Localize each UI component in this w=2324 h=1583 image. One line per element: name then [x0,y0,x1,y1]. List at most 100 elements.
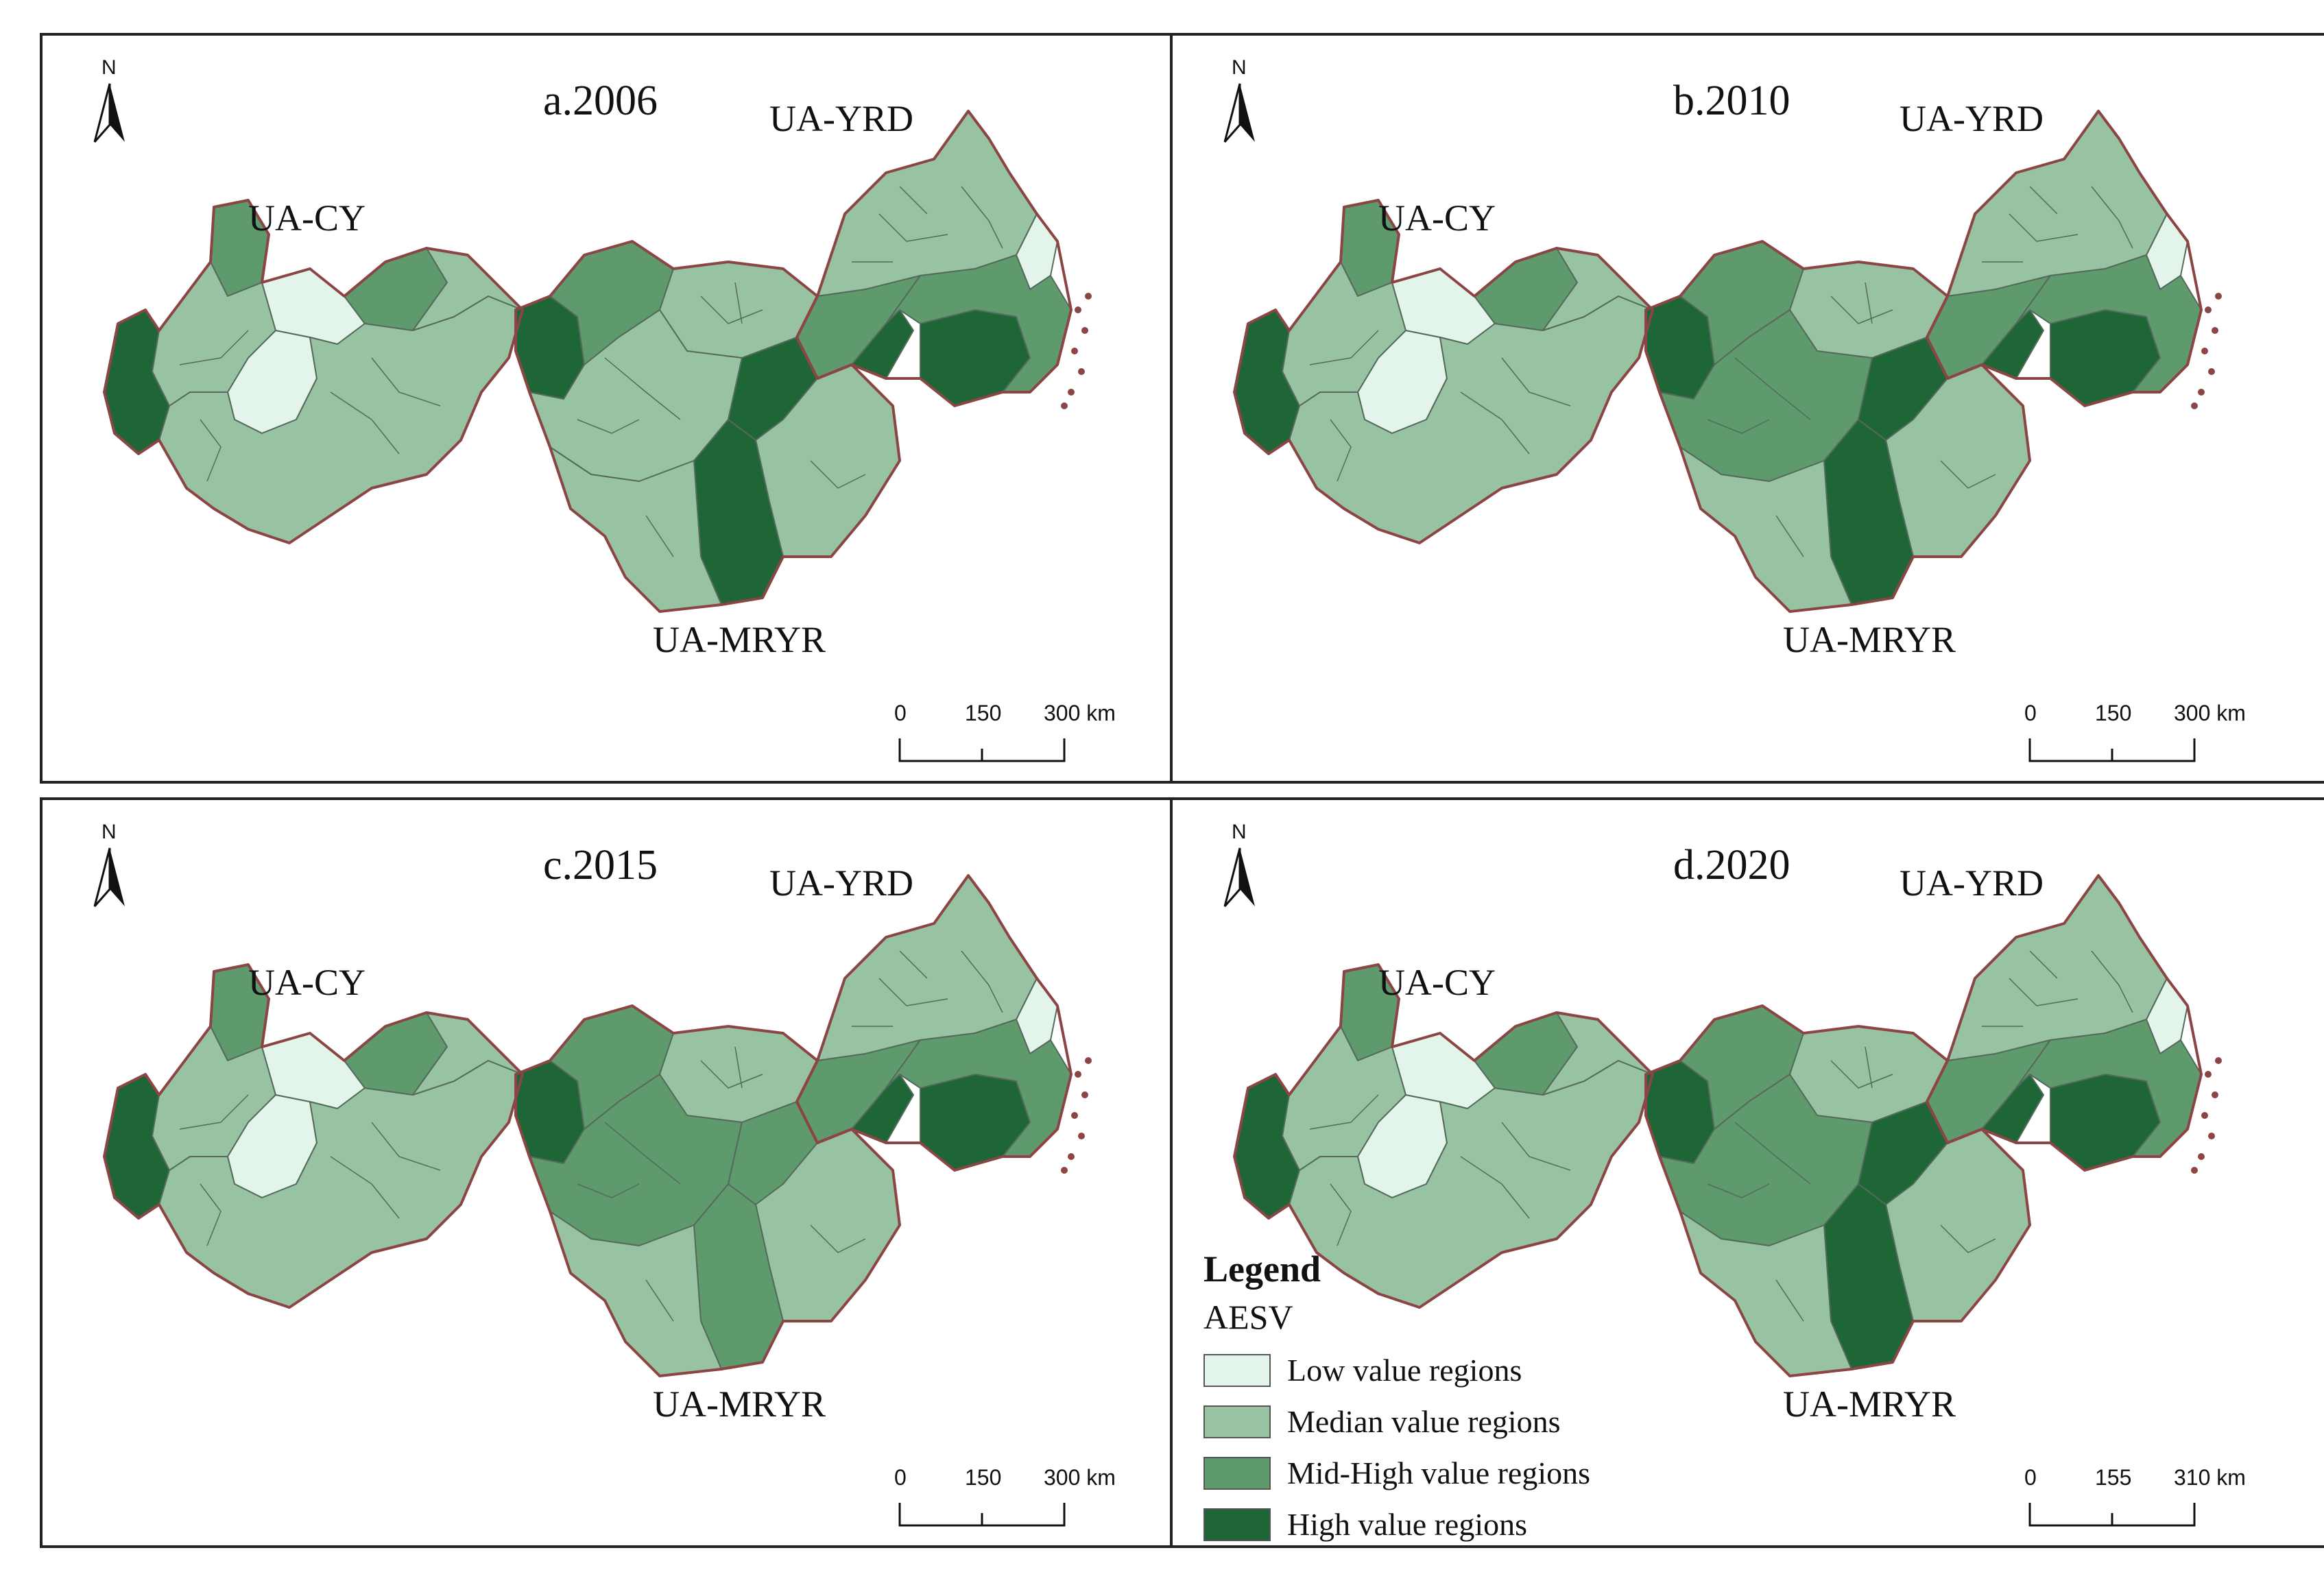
county-boundary [1775,515,1804,557]
county-boundary [1501,1122,1571,1171]
north-label: N [101,821,117,843]
county-boundary [1734,357,1811,420]
coastal-island [2208,368,2215,375]
legend-label: Low value regions [1287,1353,1522,1388]
north-label: N [101,56,117,79]
scale-bar: 0 155 310 km [2023,1465,2256,1534]
north-arrow-icon: N [89,821,130,910]
scale-tick-label: 150 [965,701,1002,725]
county-boundary [2009,213,2079,242]
coastal-island [2212,327,2218,334]
scale-tick-label: 150 [2095,701,2132,725]
county-boundary [878,213,948,242]
legend: Legend AESV Low value regions Median valu… [1203,1248,1684,1543]
agglomeration-boundary [103,199,524,544]
scale-bar: 0 150 300 km [2023,701,2256,769]
county-boundary [604,357,681,420]
panel-title: d.2020 [1673,842,1790,889]
county-boundary [1940,1224,1996,1253]
region-label-mryr: UA-MRYR [653,1383,826,1425]
county-boundary [1775,1279,1804,1322]
region-label-cy: UA-CY [1378,962,1496,1003]
agglomeration-boundary [1233,963,1654,1309]
county-boundary [961,950,1003,1013]
region-label-mryr: UA-MRYR [1783,619,1956,660]
county-boundary [1940,460,1996,489]
region-label-yrd: UA-YRD [1900,862,2044,904]
coastal-island [2205,306,2212,313]
county-boundary [899,186,928,215]
county-boundary [179,1094,249,1130]
coastal-island [1075,306,1081,313]
coastal-island [1068,389,1075,396]
coastal-island [2198,1153,2205,1160]
scale-tick-label: 0 [894,1465,907,1490]
coastal-island [2205,1071,2212,1078]
county-boundary [371,1122,441,1171]
county-boundary [734,282,743,324]
scale-bar-line [898,1503,1066,1527]
county-boundary [700,295,763,324]
county-boundary [2009,978,2079,1006]
county-boundary [577,419,640,434]
county-boundary [734,1046,743,1089]
scale-tick-label: 0 [2024,1465,2037,1490]
county-boundary [1330,419,1352,482]
coastal-island [1085,1057,1092,1064]
legend-title: Legend [1203,1248,1321,1290]
coastal-island [1081,327,1088,334]
scale-bar-line [2028,738,2196,762]
legend-label: Median value regions [1287,1404,1561,1439]
county-boundary [1830,1060,1893,1089]
region-label-cy: UA-CY [248,962,366,1003]
coastal-island [2191,402,2198,409]
scale-tick-label: 300 km [1044,701,1116,725]
panel-title: a.2006 [543,77,658,124]
county-boundary [200,419,221,482]
county-boundary [577,1183,640,1198]
agglomeration-boundary [795,874,1073,1172]
north-arrow-icon: N [1219,821,1260,910]
agglomeration-boundary [514,240,901,613]
legend-label: High value regions [1287,1507,1528,1542]
scale-tick-label: 300 km [2174,701,2246,725]
coastal-island [1085,293,1092,300]
north-arrow-shape [93,847,125,907]
agglomeration-boundary [103,963,524,1309]
coastal-island [1081,1091,1088,1098]
legend-subtitle: AESV [1203,1298,1293,1336]
county-boundary [604,1122,681,1185]
county-boundary [961,186,1003,249]
region-label-mryr: UA-MRYR [1783,1383,1956,1425]
scale-tick-label: 150 [965,1465,1002,1490]
legend-item-median: Median value regions [1203,1403,1684,1440]
scale-bar-line [2028,1503,2196,1527]
county-boundary [645,515,674,557]
region-label-cy: UA-CY [1378,197,1496,239]
choropleth-map [1233,110,2222,613]
county-boundary [2029,186,2058,215]
coastal-island [1071,1112,1078,1119]
scale-bar: 0 150 300 km [893,1465,1126,1534]
scale-tick-label: 0 [894,701,907,725]
region-label-mryr: UA-MRYR [653,619,826,660]
north-arrow-shape [1223,847,1255,907]
north-label: N [1232,56,1247,79]
legend-item-low: Low value regions [1203,1352,1684,1388]
agglomeration-boundary [514,1004,901,1377]
legend-label: Mid-High value regions [1287,1455,1591,1490]
agglomeration-boundary [1926,874,2203,1172]
scale-bar: 0 150 300 km [893,701,1126,769]
coastal-island [1071,348,1078,354]
legend-swatch [1203,1508,1271,1541]
county-boundary [1865,1046,1873,1089]
county-boundary [878,978,948,1006]
coastal-island [2201,348,2208,354]
coastal-island [2191,1167,2198,1174]
legend-swatch [1203,1456,1271,1490]
county-boundary [1501,357,1571,407]
region-label-yrd: UA-YRD [769,98,913,139]
agglomeration-boundary [1644,1004,2031,1377]
